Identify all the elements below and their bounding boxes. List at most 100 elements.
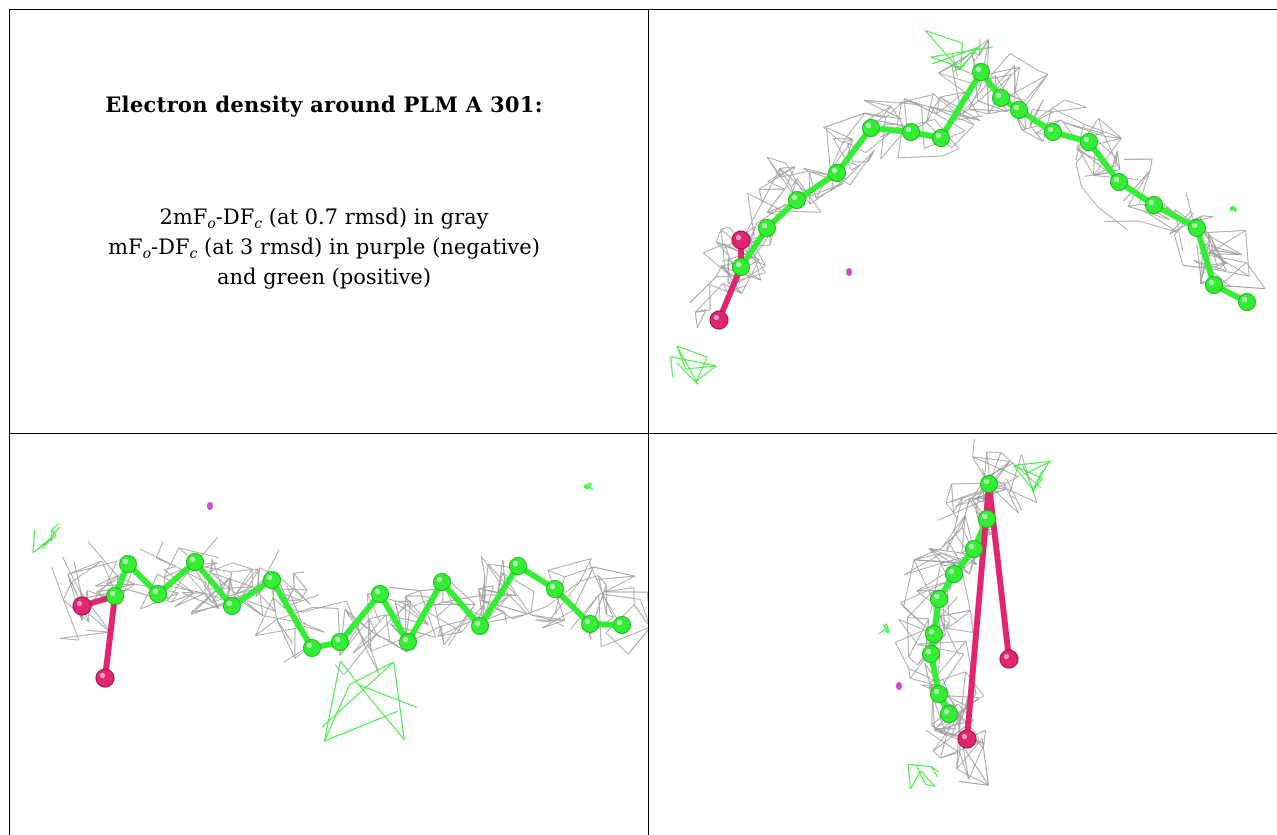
mesh-edge: [747, 193, 755, 238]
mesh-edge: [895, 627, 929, 643]
atom-highlight: [584, 618, 591, 625]
mesh-edge: [903, 563, 941, 576]
carbon-atom: [940, 705, 958, 723]
mesh-edge: [241, 598, 264, 616]
mesh-edge: [255, 619, 277, 636]
mesh-edge: [928, 548, 962, 554]
mesh-edge: [950, 714, 961, 737]
mesh-edge: [987, 53, 1011, 81]
mesh-edge: [779, 170, 810, 178]
mesh-edge: [928, 548, 978, 566]
atom-highlight: [1191, 222, 1198, 229]
carbon-atom: [433, 573, 451, 591]
mesh-edge: [975, 508, 981, 528]
carbon-atom: [399, 633, 417, 651]
mesh-edge: [163, 569, 194, 594]
mesh-edge: [376, 633, 408, 653]
mesh-edge: [958, 115, 981, 121]
mesh-edge: [1123, 170, 1151, 202]
mesh-edge: [758, 166, 796, 190]
mesh-edge: [171, 592, 194, 603]
mesh-edge: [404, 596, 411, 608]
mesh-edge: [71, 560, 103, 583]
mesh-edge: [972, 456, 1010, 462]
ligand-stick-model: [72, 553, 631, 688]
mesh-edge: [913, 547, 942, 561]
mesh-edge: [808, 171, 811, 205]
atom-highlight: [266, 574, 273, 581]
border-left: [9, 9, 10, 835]
mesh-edge: [1203, 229, 1246, 234]
mesh-edge: [1014, 65, 1016, 93]
atom-highlight: [152, 588, 159, 595]
mesh-edge: [293, 572, 308, 591]
mesh-edge: [924, 663, 931, 685]
atom-highlight: [1047, 126, 1054, 133]
ligand-stick-model: [922, 475, 1019, 749]
ligand-stick-model: [709, 63, 1256, 330]
mesh-edge: [696, 309, 707, 329]
mesh-edge: [1112, 165, 1116, 168]
mesh-edge: [178, 547, 188, 556]
bond: [377, 591, 411, 645]
mesh-edge: [67, 560, 118, 575]
mesh-edge: [1064, 99, 1087, 108]
carbon-atom: [613, 616, 631, 634]
mesh-edge: [722, 283, 728, 292]
mesh-edge: [62, 556, 84, 599]
bond: [834, 125, 874, 176]
carbon-atom: [930, 685, 948, 703]
mesh-edge: [761, 168, 781, 203]
positive-density-blob: [583, 482, 594, 490]
mesh-edge: [703, 243, 725, 254]
mesh-edge: [254, 597, 274, 636]
mesh-edge: [236, 586, 253, 595]
mesh-edge: [1104, 135, 1122, 139]
mesh-edge: [436, 602, 453, 617]
mesh-edge: [163, 547, 180, 578]
atom-highlight: [735, 261, 742, 268]
mesh-edge: [1245, 230, 1250, 277]
mesh-edge: [191, 577, 231, 615]
atom-highlight: [122, 558, 129, 565]
legend-fofc: mFo-DFc (at 3 rmsd) in purple (negative): [108, 235, 540, 262]
carbon-atom: [1238, 293, 1256, 311]
negative-density-blob: [207, 502, 213, 510]
mesh-edge: [647, 592, 648, 605]
atom-highlight: [1083, 136, 1090, 143]
mesh-edge: [276, 619, 296, 659]
mesh-edge: [422, 608, 463, 633]
carbon-atom: [149, 585, 167, 603]
mesh-edge: [1196, 243, 1202, 283]
mesh-edge: [766, 156, 794, 194]
mesh-edge: [1003, 482, 1020, 514]
mesh-edge: [1174, 234, 1184, 266]
bond: [269, 577, 315, 651]
mesh-edge: [916, 580, 950, 592]
atom-highlight: [76, 600, 83, 607]
mesh-edge: [572, 566, 594, 611]
mesh-edge: [908, 618, 930, 658]
mesh-edge: [1051, 107, 1085, 125]
mesh-edge: [352, 614, 387, 654]
carbon-atom: [1145, 196, 1163, 214]
carbon-atom: [1080, 133, 1098, 151]
mesh-edge: [59, 637, 79, 641]
mesh-edge: [233, 568, 253, 597]
atom-highlight: [948, 568, 955, 575]
atom-highlight: [995, 92, 1002, 99]
mesh-edge: [175, 566, 206, 583]
mesh-edge: [715, 241, 730, 257]
mesh-edge: [987, 74, 1012, 81]
carbon-atom: [945, 565, 963, 583]
mesh-edge: [903, 98, 937, 115]
mesh-edge: [1025, 74, 1049, 106]
mesh-edge: [530, 614, 565, 621]
mesh-edge: [605, 632, 629, 655]
mesh-edge: [956, 768, 989, 786]
mesh-edge: [1203, 232, 1242, 256]
mesh-edge: [940, 609, 971, 617]
mesh-edge: [204, 582, 206, 594]
mesh-edge: [1220, 284, 1266, 290]
mesh-edge: [155, 540, 164, 559]
